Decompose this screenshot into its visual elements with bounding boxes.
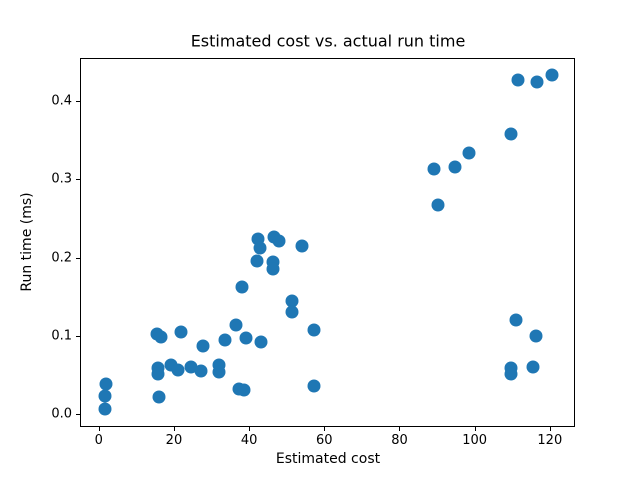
x-tick-label: 40 xyxy=(240,433,258,448)
x-tick-label: 120 xyxy=(537,433,563,448)
scatter-point xyxy=(431,198,445,212)
scatter-point xyxy=(272,234,286,248)
scatter-point xyxy=(448,160,462,174)
scatter-point xyxy=(285,305,299,319)
scatter-point xyxy=(151,367,165,381)
x-tick-label: 60 xyxy=(316,433,333,448)
y-tick xyxy=(76,336,80,338)
scatter-point xyxy=(237,383,251,397)
scatter-point xyxy=(229,318,243,332)
x-tick-label: 20 xyxy=(165,433,183,448)
scatter-point xyxy=(253,241,267,255)
x-tick-label: 100 xyxy=(462,433,488,448)
y-tick-label: 0.1 xyxy=(51,328,72,344)
scatter-point xyxy=(174,325,188,339)
scatter-point xyxy=(212,365,226,379)
scatter-point xyxy=(98,402,112,416)
y-tick xyxy=(76,100,80,102)
scatter-point xyxy=(509,313,523,327)
scatter-point xyxy=(511,73,525,87)
scatter-point xyxy=(427,162,441,176)
scatter-point xyxy=(307,323,321,337)
scatter-point xyxy=(504,127,518,141)
x-tick xyxy=(474,427,476,431)
scatter-point xyxy=(194,364,208,378)
scatter-point xyxy=(218,333,232,347)
scatter-point xyxy=(250,254,264,268)
scatter-point xyxy=(307,379,321,393)
x-tick xyxy=(324,427,326,431)
scatter-point xyxy=(152,390,166,404)
x-tick xyxy=(98,427,100,431)
x-tick-label: 0 xyxy=(94,433,103,448)
scatter-point xyxy=(504,367,518,381)
scatter-point xyxy=(99,377,113,391)
y-axis-label: Run time (ms) xyxy=(19,192,35,292)
x-tick xyxy=(399,427,401,431)
x-axis-label: Estimated cost xyxy=(275,451,381,467)
y-tick-label: 0.3 xyxy=(51,171,72,187)
x-tick xyxy=(249,427,251,431)
scatter-point xyxy=(196,339,210,353)
scatter-point xyxy=(462,146,476,160)
x-tick xyxy=(173,427,175,431)
chart-title: Estimated cost vs. actual run time xyxy=(190,31,466,51)
scatter-point xyxy=(530,75,544,89)
scatter-point xyxy=(235,280,249,294)
scatter-point xyxy=(98,389,112,403)
y-tick-label: 0.0 xyxy=(51,406,72,422)
scatter-point xyxy=(295,239,309,253)
scatter-point xyxy=(239,331,253,345)
y-tick xyxy=(76,414,80,416)
scatter-point xyxy=(285,294,299,308)
y-tick xyxy=(76,179,80,181)
y-tick-label: 0.4 xyxy=(51,93,72,109)
scatter-point xyxy=(154,330,168,344)
y-tick-label: 0.2 xyxy=(51,250,72,266)
x-tick xyxy=(549,427,551,431)
scatter-point xyxy=(526,360,540,374)
x-tick-label: 80 xyxy=(391,433,408,448)
scatter-point xyxy=(529,329,543,343)
scatter-point xyxy=(545,68,559,82)
scatter-point xyxy=(266,262,280,276)
scatter-point xyxy=(171,363,185,377)
y-tick xyxy=(76,257,80,259)
scatter-point xyxy=(254,335,268,349)
